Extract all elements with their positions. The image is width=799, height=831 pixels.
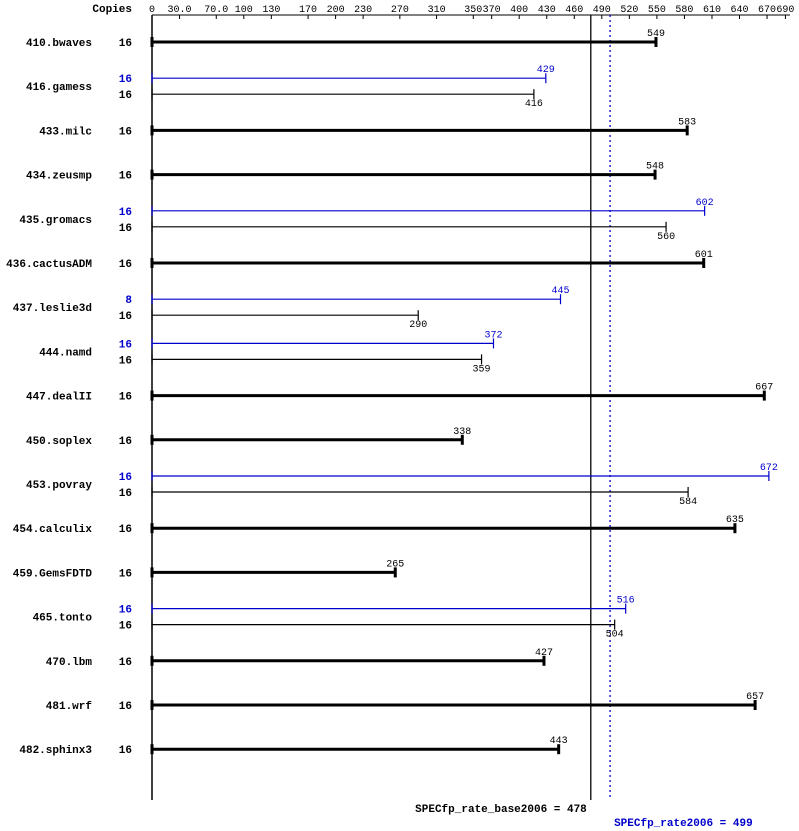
axis-tick-label: 200 <box>327 5 345 16</box>
axis-tick-label: 230 <box>354 5 372 16</box>
copies-value: 16 <box>119 605 132 617</box>
axis-tick-label: 670 <box>758 5 776 16</box>
copies-value: 16 <box>119 472 132 484</box>
bar-value-label: 549 <box>647 29 665 40</box>
bar-value-label: 583 <box>678 117 696 128</box>
benchmark-name: 434.zeusmp <box>26 171 92 183</box>
copies-value: 16 <box>119 621 132 633</box>
axis-tick-label: 30.0 <box>168 5 192 16</box>
bar-value-label: 667 <box>755 383 773 394</box>
bar-value-label: 504 <box>606 630 624 641</box>
bar-value-label: 359 <box>473 364 491 375</box>
copies-value: 16 <box>119 74 132 86</box>
axis-tick-label: 490 <box>593 5 611 16</box>
copies-value: 16 <box>119 745 132 757</box>
copies-value: 16 <box>119 339 132 351</box>
axis-tick-label: 70.0 <box>204 5 228 16</box>
bar-value-label: 635 <box>726 515 744 526</box>
bar-value-label: 290 <box>409 320 427 331</box>
axis-tick-label: 350 <box>464 5 482 16</box>
bar-value-label: 657 <box>746 692 764 703</box>
benchmark-name: 435.gromacs <box>19 215 92 227</box>
copies-value: 16 <box>119 701 132 713</box>
axis-tick-label: 310 <box>428 5 446 16</box>
copies-value: 16 <box>119 311 132 323</box>
copies-header: Copies <box>92 4 132 16</box>
axis-tick-label: 130 <box>262 5 280 16</box>
bar-value-label: 601 <box>695 250 713 261</box>
bar-value-label: 584 <box>679 497 697 508</box>
benchmark-name: 444.namd <box>39 347 92 359</box>
benchmark-name: 459.GemsFDTD <box>13 568 93 580</box>
axis-tick-label: 270 <box>391 5 409 16</box>
copies-value: 16 <box>119 568 132 580</box>
benchmark-name: 465.tonto <box>33 613 93 625</box>
axis-tick-label: 430 <box>538 5 556 16</box>
benchmark-name: 410.bwaves <box>26 38 92 50</box>
bar-value-label: 427 <box>535 648 553 659</box>
axis-tick-label: 580 <box>675 5 693 16</box>
bar-value-label: 445 <box>551 286 569 297</box>
copies-value: 16 <box>119 207 132 219</box>
copies-value: 16 <box>119 38 132 50</box>
axis-tick-label: 460 <box>565 5 583 16</box>
bar-value-label: 672 <box>760 463 778 474</box>
copies-value: 16 <box>119 355 132 367</box>
benchmark-name: 481.wrf <box>46 701 93 713</box>
axis-tick-label: 170 <box>299 5 317 16</box>
copies-value: 16 <box>119 488 132 500</box>
benchmark-name: 470.lbm <box>46 657 93 669</box>
benchmark-name: 454.calculix <box>13 524 93 536</box>
benchmark-name: 437.leslie3d <box>13 303 92 315</box>
benchmark-name: 433.milc <box>39 126 92 138</box>
bar-value-label: 516 <box>617 596 635 607</box>
copies-value: 16 <box>119 524 132 536</box>
axis-tick-label: 690 <box>776 5 794 16</box>
reference-label: SPECfp_rate_base2006 = 478 <box>415 804 587 816</box>
bar-value-label: 443 <box>550 736 568 747</box>
copies-value: 16 <box>119 171 132 183</box>
copies-value: 8 <box>125 295 132 307</box>
benchmark-name: 482.sphinx3 <box>19 745 92 757</box>
axis-tick-label: 400 <box>510 5 528 16</box>
axis-tick-label: 610 <box>703 5 721 16</box>
copies-value: 16 <box>119 126 132 138</box>
spec-chart: 0 30.0 70.0 100 130 170 200 230 270 310 350370 400 4… <box>0 0 799 831</box>
bar-value-label: 548 <box>646 162 664 173</box>
axis-tick-label: 100 <box>235 5 253 16</box>
reference-label: SPECfp_rate2006 = 499 <box>614 818 753 830</box>
benchmark-name: 416.gamess <box>26 82 92 94</box>
bar-value-label: 416 <box>525 99 543 110</box>
benchmark-name: 453.povray <box>26 480 92 492</box>
bar-value-label: 602 <box>696 198 714 209</box>
bar-value-label: 265 <box>386 559 404 570</box>
axis-tick-label: 0 <box>149 5 155 16</box>
bar-value-label: 560 <box>657 232 675 243</box>
axis-tick-label: 370 <box>483 5 501 16</box>
bar-value-label: 372 <box>484 330 502 341</box>
copies-value: 16 <box>119 436 132 448</box>
copies-value: 16 <box>119 657 132 669</box>
copies-value: 16 <box>119 223 132 235</box>
axis-tick-label: 640 <box>731 5 749 16</box>
bar-value-label: 338 <box>453 427 471 438</box>
copies-value: 16 <box>119 259 132 271</box>
benchmark-name: 447.dealII <box>26 392 92 404</box>
axis-tick-label: 520 <box>620 5 638 16</box>
axis-tick-label: 550 <box>648 5 666 16</box>
copies-value: 16 <box>119 90 132 102</box>
copies-value: 16 <box>119 392 132 404</box>
benchmark-name: 436.cactusADM <box>6 259 92 271</box>
bar-value-label: 429 <box>537 65 555 76</box>
benchmark-name: 450.soplex <box>26 436 92 448</box>
